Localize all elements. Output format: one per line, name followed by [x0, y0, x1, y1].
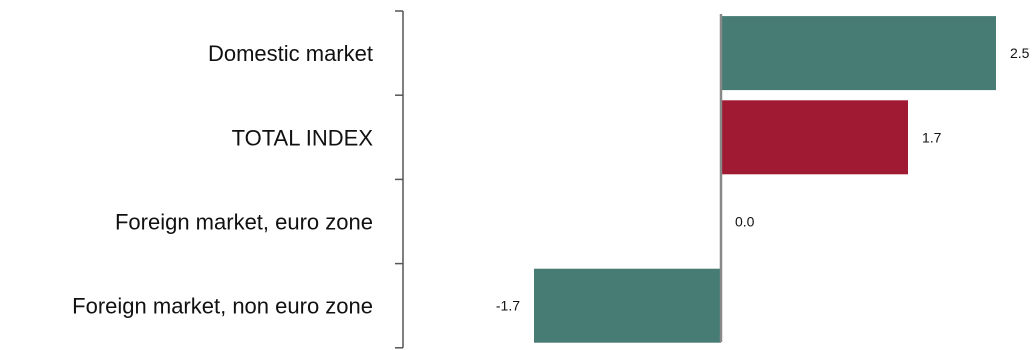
bars — [534, 16, 996, 343]
data-label: 0.0 — [735, 214, 755, 230]
category-axis — [395, 10, 404, 349]
category-label: Domestic market — [208, 41, 373, 66]
bar — [721, 16, 996, 91]
value-labels: 2.5 1.7 0.0 -1.7 — [496, 45, 1030, 314]
category-label: Foreign market, euro zone — [115, 210, 373, 235]
bar — [534, 268, 721, 343]
data-label: 2.5 — [1010, 45, 1030, 61]
data-label: -1.7 — [496, 298, 520, 314]
category-label: TOTAL INDEX — [232, 125, 374, 150]
data-label: 1.7 — [922, 129, 942, 145]
bar — [721, 100, 908, 175]
category-labels: Domestic market TOTAL INDEX Foreign market… — [72, 41, 373, 319]
category-label: Foreign market, non euro zone — [72, 294, 373, 319]
